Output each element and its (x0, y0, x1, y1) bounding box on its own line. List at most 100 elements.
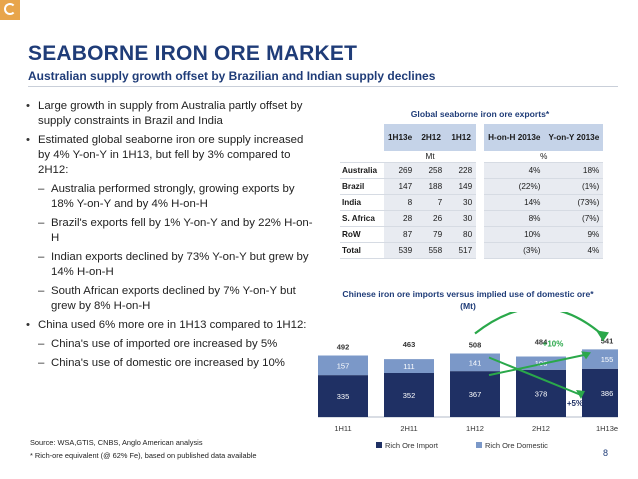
volume-cell: 149 (446, 179, 477, 195)
column-gap (476, 211, 485, 227)
dash-marker: – (38, 285, 45, 297)
row-label: RoW (340, 227, 384, 243)
total-value-label: 484 (535, 338, 548, 347)
change-cell: (1%) (544, 179, 604, 195)
table-row: RoW 87 79 80 10% 9% (340, 227, 604, 243)
sub-bullet-item: – Australia performed strongly, growing e… (26, 182, 316, 212)
column-header: 1H13e (384, 124, 417, 151)
change-cell: (7%) (544, 211, 604, 227)
bar-domestic (318, 355, 368, 376)
change-cell: 10% (484, 227, 545, 243)
company-logo (0, 0, 20, 20)
growth-arrow-domestic (488, 353, 588, 377)
volume-unit: Mt (384, 151, 477, 163)
units-spacer (340, 151, 384, 163)
arrowhead-icon (576, 390, 585, 399)
volume-cell: 26 (416, 211, 447, 227)
page-number: 8 (603, 448, 609, 458)
column-gap (476, 195, 485, 211)
sub-bullet-item: – Indian exports declined by 73% Y-on-Y b… (26, 250, 316, 280)
domestic-value-label: 141 (469, 358, 482, 367)
import-value-label: 386 (601, 389, 614, 398)
dash-marker: – (38, 217, 45, 229)
chart-title-text: Chinese iron ore imports versus implied … (342, 289, 594, 299)
total-value-label: 541 (601, 336, 614, 345)
total-value-label: 492 (337, 343, 350, 352)
bar-import (582, 368, 618, 417)
bullet-text: Large growth in supply from Australia pa… (38, 100, 303, 127)
footnote: * Rich-ore equivalent (@ 62% Fe), based … (30, 451, 257, 460)
bullet-text: Indian exports declined by 73% Y-on-Y bu… (51, 251, 309, 278)
change-cell: 14% (484, 195, 545, 211)
bullet-item: Estimated global seaborne iron ore suppl… (26, 133, 316, 178)
total-value-label: 508 (469, 341, 482, 350)
legend-label: Rich Ore Domestic (485, 441, 548, 450)
legend-swatch-domestic (476, 442, 482, 448)
volume-cell: 147 (384, 179, 417, 195)
category-tick-label: 1H13e (596, 424, 618, 433)
domestic-value-label: 157 (337, 361, 350, 370)
annotation-label: +6% (537, 312, 553, 314)
growth-arrow-import (488, 356, 582, 396)
arrowhead-icon (596, 330, 609, 342)
chart-title: Chinese iron ore imports versus implied … (318, 288, 618, 312)
column-header: H-on-H 2013e (484, 124, 545, 151)
slide-subtitle: Australian supply growth offset by Brazi… (28, 69, 436, 83)
row-label: S. Africa (340, 211, 384, 227)
sub-bullet-item: – South African exports declined by 7% Y-… (26, 284, 316, 314)
column-header: 1H12 (446, 124, 477, 151)
table-header-row: 1H13e 2H12 1H12 H-on-H 2013e Y-on-Y 2013e (340, 124, 604, 151)
bullet-text: China used 6% more ore in 1H13 compared … (38, 319, 307, 331)
row-label: India (340, 195, 384, 211)
domestic-value-label: 111 (403, 362, 414, 371)
growth-arrow-total (474, 312, 604, 337)
column-gap (476, 124, 485, 151)
volume-cell: 30 (446, 195, 477, 211)
bar-domestic (384, 359, 434, 373)
table-row: India 8 7 30 14% (73%) (340, 195, 604, 211)
category-tick-label: 1H12 (466, 424, 484, 433)
column-gap (476, 227, 485, 243)
bullet-text: China's use of domestic ore increased by… (51, 357, 285, 369)
volume-cell: 517 (446, 243, 477, 259)
change-cell: 4% (484, 163, 545, 179)
row-label: Brazil (340, 179, 384, 195)
change-unit: % (484, 151, 604, 163)
change-cell: 4% (544, 243, 604, 259)
dash-marker: – (38, 357, 45, 369)
source-note: Source: WSA,GTIS, CNBS, Anglo American a… (30, 438, 203, 447)
column-gap (476, 163, 485, 179)
chart-unit: (Mt) (460, 301, 476, 311)
table-title: Global seaborne iron ore exports* (410, 109, 550, 119)
dash-marker: – (38, 251, 45, 263)
change-cell: 9% (544, 227, 604, 243)
bullet-text: South African exports declined by 7% Y-o… (51, 285, 296, 312)
bullet-text: Brazil's exports fell by 1% Y-on-Y and b… (51, 217, 313, 244)
volume-cell: 258 (416, 163, 447, 179)
sub-bullet-item: – China's use of domestic ore increased b… (26, 356, 316, 371)
table-row: Australia 269 258 228 4% 18% (340, 163, 604, 179)
row-label: Australia (340, 163, 384, 179)
volume-cell: 558 (416, 243, 447, 259)
dash-marker: – (38, 183, 45, 195)
bar-import (384, 373, 434, 417)
import-value-label: 367 (469, 390, 482, 399)
bullet-text: Australia performed strongly, growing ex… (51, 183, 295, 210)
change-cell: (22%) (484, 179, 545, 195)
row-label: Total (340, 243, 384, 259)
bar-import (318, 375, 368, 417)
domestic-value-label: 155 (601, 355, 614, 364)
stacked-bar-chart: 335 157 492 1H11 352 111 463 2H11 367 141 508 1H12 3… (318, 312, 618, 450)
volume-cell: 87 (384, 227, 417, 243)
dash-marker: – (38, 338, 45, 350)
volume-cell: 228 (446, 163, 477, 179)
column-gap (476, 179, 485, 195)
sub-bullet-item: – Brazil's exports fell by 1% Y-on-Y and … (26, 216, 316, 246)
units-row: Mt% (340, 151, 604, 163)
bullet-text: China's use of imported ore increased by… (51, 338, 278, 350)
annotation-label: +5% (567, 399, 583, 408)
volume-cell: 28 (384, 211, 417, 227)
category-tick-label: 2H12 (532, 424, 550, 433)
logo-mark-icon (4, 3, 16, 15)
volume-cell: 188 (416, 179, 447, 195)
